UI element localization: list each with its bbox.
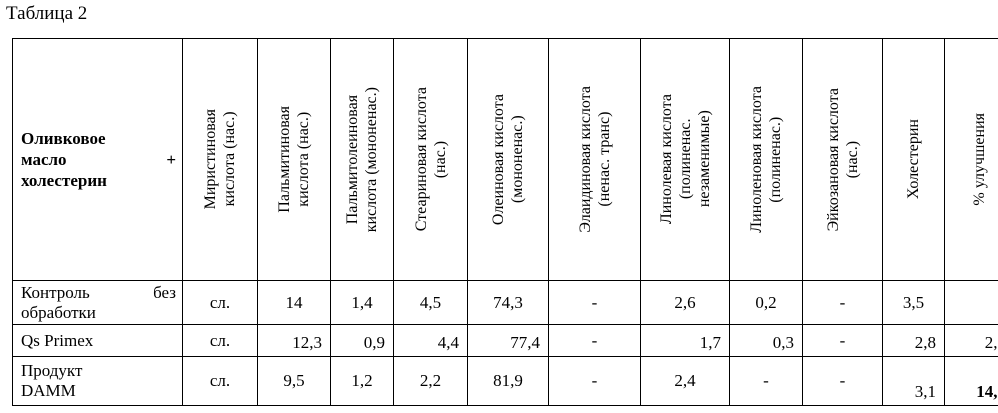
row-label-part: DAMM <box>21 381 176 401</box>
column-header: Линолевая кислота (полиненас. незаменимы… <box>641 39 730 281</box>
table-cell: - <box>803 325 883 357</box>
table-cell: сл. <box>183 325 258 357</box>
column-header: % улучшения <box>945 39 998 281</box>
column-header: Пальмитолеиновая кислота (мононенас.) <box>331 39 394 281</box>
column-header-text: Линоленовая кислота (полиненас.) <box>747 86 785 233</box>
table-cell: 74,3 <box>468 281 549 325</box>
table-cell: 14,2 <box>945 357 998 406</box>
column-header: Олеиновая кислота (мононенас.) <box>468 39 549 281</box>
column-header: Пальмитиновая кислота (нас.) <box>258 39 331 281</box>
column-header-text: Пальмитиновая кислота (нас.) <box>275 106 313 213</box>
table-cell: 2,6 <box>641 281 730 325</box>
table-cell: 12,3 <box>258 325 331 357</box>
table-cell: 0,3 <box>730 325 803 357</box>
row-label: Контроль без обработки <box>13 281 183 325</box>
column-header: Элаидиновая кислота (ненас. транс) <box>549 39 641 281</box>
row-label-part: без <box>153 283 176 303</box>
table-cell <box>945 281 998 325</box>
table-cell: 2,1 <box>945 325 998 357</box>
row-label: Qs Primex <box>13 325 183 357</box>
row-label-part: обработки <box>21 303 176 323</box>
results-table: Оливковое масло + холестерин Миристинова… <box>12 38 998 406</box>
column-header: Эйкозановая кислота (нас.) <box>803 39 883 281</box>
table-cell: 3,5 <box>883 281 945 325</box>
table-cell: 81,9 <box>468 357 549 406</box>
table-row: Контроль без обработки сл. 14 1,4 4,5 74… <box>13 281 998 325</box>
table-cell: - <box>803 357 883 406</box>
column-header-text: Пальмитолеиновая кислота (мононенас.) <box>343 87 381 232</box>
table-cell: 0,9 <box>331 325 394 357</box>
corner-line-2b: + <box>166 149 176 170</box>
table-caption: Таблица 2 <box>6 3 87 25</box>
table-cell: 0,2 <box>730 281 803 325</box>
table-cell: 9,5 <box>258 357 331 406</box>
corner-header: Оливковое масло + холестерин <box>13 39 183 281</box>
table-cell: 14 <box>258 281 331 325</box>
table-cell: - <box>549 325 641 357</box>
column-header-text: Эйкозановая кислота (нас.) <box>824 88 862 231</box>
table-cell: 1,2 <box>331 357 394 406</box>
corner-line-2a: масло <box>21 149 67 170</box>
header-row: Оливковое масло + холестерин Миристинова… <box>13 39 998 281</box>
table-row: Qs Primex сл. 12,3 0,9 4,4 77,4 - 1,7 0,… <box>13 325 998 357</box>
table-cell: 2,2 <box>394 357 468 406</box>
corner-line-3: холестерин <box>21 170 176 191</box>
table-cell: 4,5 <box>394 281 468 325</box>
column-header-text: Стеариновая кислота (нас.) <box>412 87 450 231</box>
row-label-part: Контроль <box>21 283 90 303</box>
row-label: Продукт DAMM <box>13 357 183 406</box>
column-header-text: Миристиновая кислота (нас.) <box>201 109 239 209</box>
column-header: Стеариновая кислота (нас.) <box>394 39 468 281</box>
table-cell: 4,4 <box>394 325 468 357</box>
table-cell: сл. <box>183 357 258 406</box>
table-cell: - <box>549 357 641 406</box>
table-cell: 1,4 <box>331 281 394 325</box>
column-header-text: Холестерин <box>904 119 923 199</box>
table-cell: - <box>549 281 641 325</box>
corner-line-1: Оливковое <box>21 128 176 149</box>
corner-line-2: масло + <box>21 149 176 170</box>
table-row: Продукт DAMM сл. 9,5 1,2 2,2 81,9 - 2,4 … <box>13 357 998 406</box>
table-cell: 2,8 <box>883 325 945 357</box>
column-header-text: Олеиновая кислота (мононенас.) <box>489 94 527 225</box>
table-cell: - <box>730 357 803 406</box>
column-header: Миристиновая кислота (нас.) <box>183 39 258 281</box>
table-cell: сл. <box>183 281 258 325</box>
column-header: Линоленовая кислота (полиненас.) <box>730 39 803 281</box>
column-header: Холестерин <box>883 39 945 281</box>
table-cell: 1,7 <box>641 325 730 357</box>
column-header-text: Элаидиновая кислота (ненас. транс) <box>576 86 614 233</box>
table-cell: 2,4 <box>641 357 730 406</box>
table-cell: 77,4 <box>468 325 549 357</box>
column-header-text: Линолевая кислота (полиненас. незаменимы… <box>657 94 714 224</box>
column-header-text: % улучшения <box>970 113 989 206</box>
table-cell: - <box>803 281 883 325</box>
row-label-part: Продукт <box>21 361 176 381</box>
table-cell: 3,1 <box>883 357 945 406</box>
